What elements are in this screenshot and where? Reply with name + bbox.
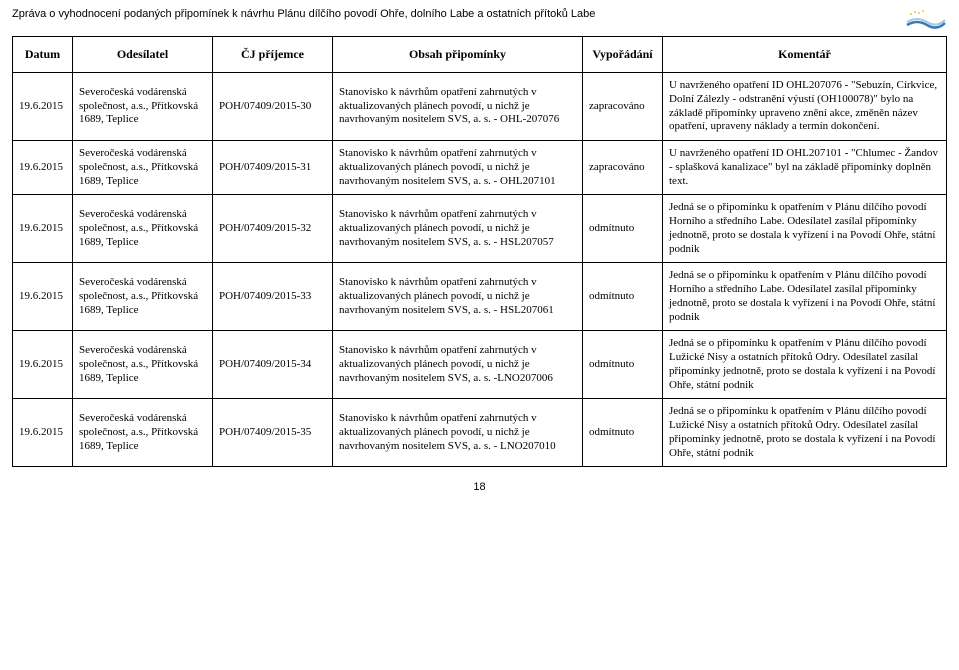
th-datum: Datum: [13, 37, 73, 73]
table-row: 19.6.2015Severočeská vodárenská společno…: [13, 73, 947, 141]
cell-datum: 19.6.2015: [13, 141, 73, 195]
cell-datum: 19.6.2015: [13, 331, 73, 399]
table-row: 19.6.2015Severočeská vodárenská společno…: [13, 195, 947, 263]
logo-icon: [905, 8, 947, 30]
table-row: 19.6.2015Severočeská vodárenská společno…: [13, 399, 947, 467]
th-vypo: Vypořádání: [583, 37, 663, 73]
cell-datum: 19.6.2015: [13, 263, 73, 331]
cell-vypo: odmítnuto: [583, 399, 663, 467]
th-komentar: Komentář: [663, 37, 947, 73]
cell-obsah: Stanovisko k návrhům opatření zahrnutých…: [333, 73, 583, 141]
page-number: 18: [12, 481, 947, 493]
cell-datum: 19.6.2015: [13, 73, 73, 141]
main-table: Datum Odesílatel ČJ příjemce Obsah připo…: [12, 36, 947, 467]
cell-odesilatel: Severočeská vodárenská společnost, a.s.,…: [73, 263, 213, 331]
table-row: 19.6.2015Severočeská vodárenská společno…: [13, 331, 947, 399]
cell-komentar: Jedná se o připomínku k opatřením v Plán…: [663, 399, 947, 467]
cell-odesilatel: Severočeská vodárenská společnost, a.s.,…: [73, 331, 213, 399]
cell-vypo: odmítnuto: [583, 263, 663, 331]
cell-odesilatel: Severočeská vodárenská společnost, a.s.,…: [73, 73, 213, 141]
cell-cj: POH/07409/2015-34: [213, 331, 333, 399]
cell-cj: POH/07409/2015-32: [213, 195, 333, 263]
cell-obsah: Stanovisko k návrhům opatření zahrnutých…: [333, 263, 583, 331]
cell-komentar: Jedná se o připomínku k opatřením v Plán…: [663, 195, 947, 263]
th-odesilatel: Odesílatel: [73, 37, 213, 73]
cell-komentar: U navrženého opatření ID OHL207076 - "Se…: [663, 73, 947, 141]
cell-cj: POH/07409/2015-33: [213, 263, 333, 331]
cell-datum: 19.6.2015: [13, 399, 73, 467]
table-row: 19.6.2015Severočeská vodárenská společno…: [13, 263, 947, 331]
cell-cj: POH/07409/2015-35: [213, 399, 333, 467]
th-cj: ČJ příjemce: [213, 37, 333, 73]
table-header-row: Datum Odesílatel ČJ příjemce Obsah připo…: [13, 37, 947, 73]
cell-cj: POH/07409/2015-30: [213, 73, 333, 141]
cell-obsah: Stanovisko k návrhům opatření zahrnutých…: [333, 399, 583, 467]
cell-datum: 19.6.2015: [13, 195, 73, 263]
table-row: 19.6.2015Severočeská vodárenská společno…: [13, 141, 947, 195]
cell-komentar: Jedná se o připomínku k opatřením v Plán…: [663, 331, 947, 399]
th-obsah: Obsah připomínky: [333, 37, 583, 73]
cell-cj: POH/07409/2015-31: [213, 141, 333, 195]
cell-odesilatel: Severočeská vodárenská společnost, a.s.,…: [73, 399, 213, 467]
cell-odesilatel: Severočeská vodárenská společnost, a.s.,…: [73, 195, 213, 263]
cell-odesilatel: Severočeská vodárenská společnost, a.s.,…: [73, 141, 213, 195]
cell-vypo: odmítnuto: [583, 331, 663, 399]
cell-obsah: Stanovisko k návrhům opatření zahrnutých…: [333, 195, 583, 263]
cell-obsah: Stanovisko k návrhům opatření zahrnutých…: [333, 331, 583, 399]
cell-vypo: zapracováno: [583, 141, 663, 195]
cell-obsah: Stanovisko k návrhům opatření zahrnutých…: [333, 141, 583, 195]
doc-title: Zpráva o vyhodnocení podaných připomínek…: [12, 8, 595, 20]
page-header: Zpráva o vyhodnocení podaných připomínek…: [12, 8, 947, 30]
cell-komentar: U navrženého opatření ID OHL207101 - "Ch…: [663, 141, 947, 195]
cell-vypo: zapracováno: [583, 73, 663, 141]
cell-komentar: Jedná se o připomínku k opatřením v Plán…: [663, 263, 947, 331]
cell-vypo: odmítnuto: [583, 195, 663, 263]
